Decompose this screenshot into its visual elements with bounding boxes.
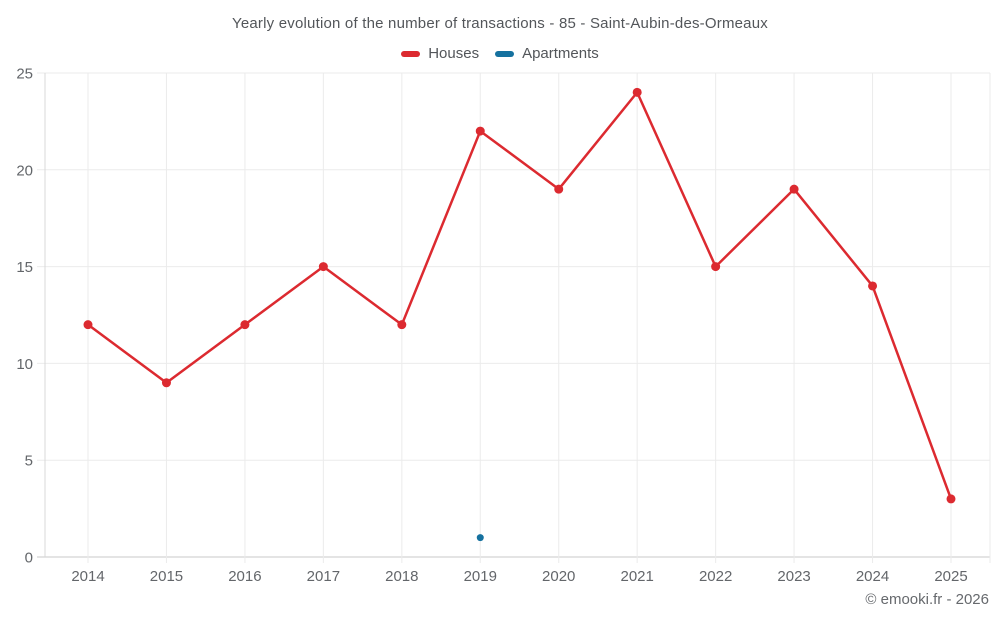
houses-marker [397,320,407,330]
x-tick-label: 2017 [307,568,340,585]
houses-marker [789,184,799,194]
houses-marker [318,262,328,272]
apartments-marker [476,534,484,542]
x-tick-label: 2019 [464,568,497,585]
y-tick-label: 25 [16,66,33,83]
apartments-swatch-icon [495,50,515,57]
legend-item-houses[interactable]: Houses [401,45,479,62]
houses-marker [632,87,642,97]
x-tick-label: 2025 [934,568,967,585]
houses-marker [946,494,956,504]
houses-marker [554,184,564,194]
houses-swatch-icon [401,50,421,57]
x-tick-label: 2016 [228,568,261,585]
x-tick-label: 2024 [856,568,889,585]
x-tick-label: 2014 [71,568,104,585]
y-tick-label: 0 [25,550,33,567]
x-tick-label: 2021 [620,568,653,585]
legend-label-apartments: Apartments [522,45,599,62]
x-tick-label: 2022 [699,568,732,585]
x-tick-label: 2023 [777,568,810,585]
houses-marker [83,320,93,330]
houses-line [86,91,953,501]
x-tick-label: 2015 [150,568,183,585]
x-tick-label: 2020 [542,568,575,585]
houses-marker [711,262,721,272]
y-tick-label: 5 [25,453,33,470]
chart-legend: Houses Apartments [0,45,1000,62]
houses-marker [161,378,171,388]
legend-item-apartments[interactable]: Apartments [495,45,599,62]
legend-label-houses: Houses [428,45,480,62]
houses-marker [868,281,878,291]
x-tick-label: 2018 [385,568,418,585]
y-tick-label: 20 [16,162,33,179]
y-tick-label: 15 [16,259,33,276]
houses-marker [240,320,250,330]
footer-credit: © emooki.fr - 2026 [865,591,989,608]
houses-marker [475,126,485,136]
chart-title: Yearly evolution of the number of transa… [232,15,768,32]
y-tick-label: 10 [16,356,33,373]
